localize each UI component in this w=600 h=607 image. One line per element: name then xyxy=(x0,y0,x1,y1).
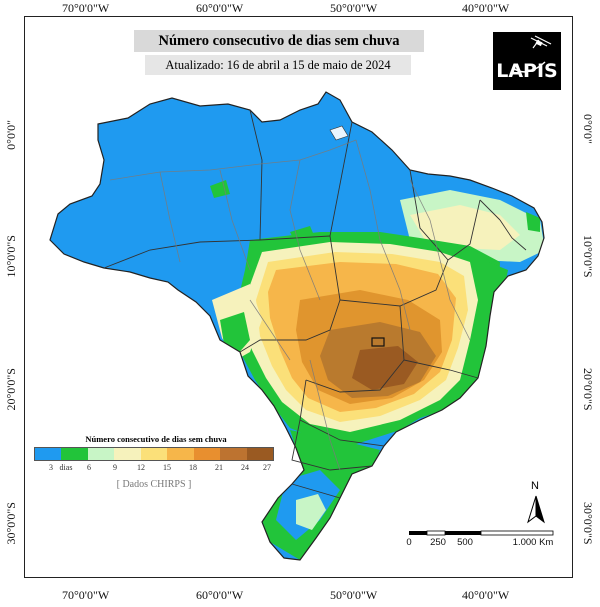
map-title: Número consecutivo de dias sem chuva xyxy=(134,30,424,52)
north-label: N xyxy=(531,480,539,492)
legend-swatch xyxy=(114,448,141,460)
scale-bar: 0 250 500 1.000 Km xyxy=(405,526,555,556)
legend-swatch xyxy=(61,448,88,460)
legend-tick-label: 9 xyxy=(113,463,117,472)
legend-tick-label: 27 xyxy=(263,463,271,472)
bottom-tick-label: 60°0'0"W xyxy=(196,588,244,602)
legend-swatch xyxy=(167,448,194,460)
marajo-island xyxy=(329,125,349,141)
legend-tick-label: 21 xyxy=(215,463,223,472)
scale-label: 250 xyxy=(430,537,446,548)
legend-tick-label: 24 xyxy=(241,463,249,472)
legend: Número consecutivo de dias sem chuva 3 d… xyxy=(34,434,274,490)
legend-title: Número consecutivo de dias sem chuva xyxy=(85,434,227,444)
north-arrow-icon xyxy=(527,495,545,524)
state-borders xyxy=(103,109,527,499)
legend-tick-label: 12 xyxy=(137,463,145,472)
legend-swatch xyxy=(246,448,273,460)
right-tick-label: 30°0'0"S xyxy=(581,502,595,545)
scale-label: 0 xyxy=(406,537,412,548)
legend-tick-label: 6 xyxy=(87,463,91,472)
top-tick-label: 40°0'0"W xyxy=(462,1,510,15)
legend-tick-label: 3 xyxy=(49,463,53,472)
north-arrow: N xyxy=(524,480,548,528)
federal-district-marker xyxy=(371,337,385,347)
legend-color-bar xyxy=(34,447,274,461)
bottom-tick-label: 70°0'0"W xyxy=(62,588,110,602)
legend-swatch xyxy=(220,448,247,460)
legend-swatch xyxy=(140,448,168,460)
scale-label: 500 xyxy=(457,537,473,548)
legend-swatch xyxy=(35,448,62,460)
legend-tick-label: 15 xyxy=(163,463,171,472)
top-tick-label: 60°0'0"W xyxy=(196,1,244,15)
legend-tick-label: dias xyxy=(59,463,73,472)
bottom-tick-label: 50°0'0"W xyxy=(330,588,378,602)
legend-swatch xyxy=(87,448,115,460)
lapis-logo: LAPIS xyxy=(493,32,561,90)
bottom-tick-label: 40°0'0"W xyxy=(462,588,510,602)
logo-text: LAPIS xyxy=(496,60,558,82)
top-tick-label: 70°0'0"W xyxy=(62,1,110,15)
satellite-icon xyxy=(512,35,552,73)
legend-ticks: 3 dias 6 9 12 15 18 21 24 27 xyxy=(34,461,274,473)
right-tick-label: 20°0'0"S xyxy=(581,368,595,411)
legend-tick-label: 18 xyxy=(189,463,197,472)
right-tick-label: 0°0'0" xyxy=(581,114,595,144)
scale-bar-graphic xyxy=(409,530,554,536)
data-source: [ Dados CHIRPS ] xyxy=(116,479,192,490)
river-network xyxy=(109,139,471,471)
map-subtitle: Atualizado: 16 de abril a 15 de maio de … xyxy=(145,55,411,75)
top-tick-label: 50°0'0"W xyxy=(330,1,378,15)
right-tick-label: 10°0'0"S xyxy=(581,235,595,278)
legend-swatch xyxy=(193,448,221,460)
scale-label: 1.000 Km xyxy=(512,537,554,548)
rainfall-color-fill xyxy=(50,92,544,560)
